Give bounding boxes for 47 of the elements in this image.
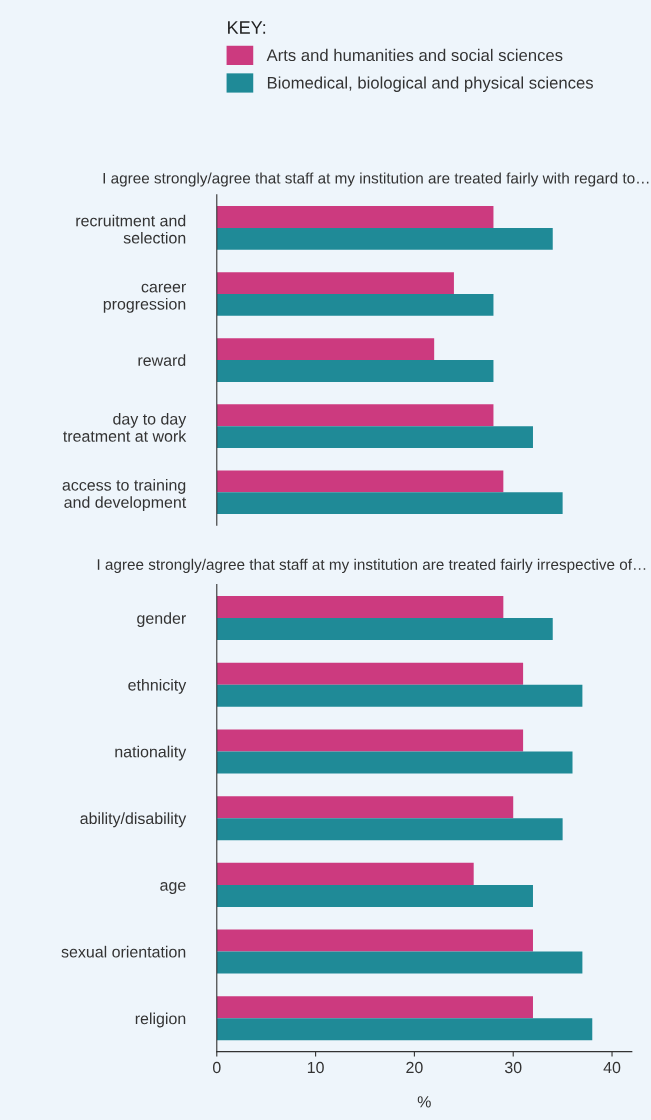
bar: [216, 662, 524, 685]
bar: [216, 492, 563, 515]
x-tick-label: 30: [504, 1061, 522, 1074]
x-tick-label: 40: [603, 1061, 621, 1074]
bar: [216, 426, 533, 448]
bar: [216, 751, 573, 774]
chart-title: I agree strongly/agree that staff at my institution are treated fairly with regard to…: [103, 172, 649, 187]
bar: [216, 206, 494, 228]
y-tick-label: nationality: [115, 745, 187, 761]
legend-label: Arts and humanities and social sciences: [266, 48, 563, 62]
bar: [216, 684, 583, 707]
bar: [216, 618, 553, 641]
bar: [216, 996, 533, 1019]
bar: [216, 1018, 593, 1041]
x-axis-title: %: [417, 1096, 431, 1108]
bar: [216, 818, 563, 841]
bar: [216, 404, 494, 427]
legend-label: Biomedical, biological and physical sciences: [267, 76, 593, 92]
legend-title: KEY:: [228, 21, 266, 34]
bar: [216, 884, 533, 907]
bar: [216, 272, 454, 294]
bar: [216, 595, 504, 618]
x-tick-label: 10: [307, 1061, 324, 1074]
bar: [216, 862, 474, 885]
bar: [216, 929, 533, 952]
y-tick-label: recruitment and selection: [76, 214, 186, 244]
bar: [216, 360, 494, 382]
y-tick-label: sexual orientation: [61, 945, 186, 958]
bar: [216, 470, 504, 493]
bar: [216, 951, 583, 974]
bar: [216, 729, 524, 752]
y-tick-label: reward: [138, 354, 186, 367]
y-tick-label: access to training and development: [62, 479, 187, 512]
bar: [216, 796, 514, 819]
y-tick-label: gender: [137, 612, 186, 628]
y-tick-label: age: [160, 882, 186, 894]
x-tick-label: 20: [406, 1061, 423, 1074]
bar: [216, 227, 553, 250]
y-tick-label: religion: [135, 1012, 186, 1028]
y-tick-label: ethnicity: [128, 678, 187, 694]
y-tick-label: career progression: [103, 283, 186, 313]
bar: [216, 294, 494, 316]
chart-title: I agree strongly/agree that staff at my institution are treated fairly irrespective of…: [97, 558, 646, 573]
y-tick-label: day to day treatment at work: [63, 412, 187, 442]
x-tick-label: 0: [212, 1061, 221, 1074]
y-tick-label: ability/disability: [80, 812, 187, 828]
bar: [216, 338, 435, 361]
